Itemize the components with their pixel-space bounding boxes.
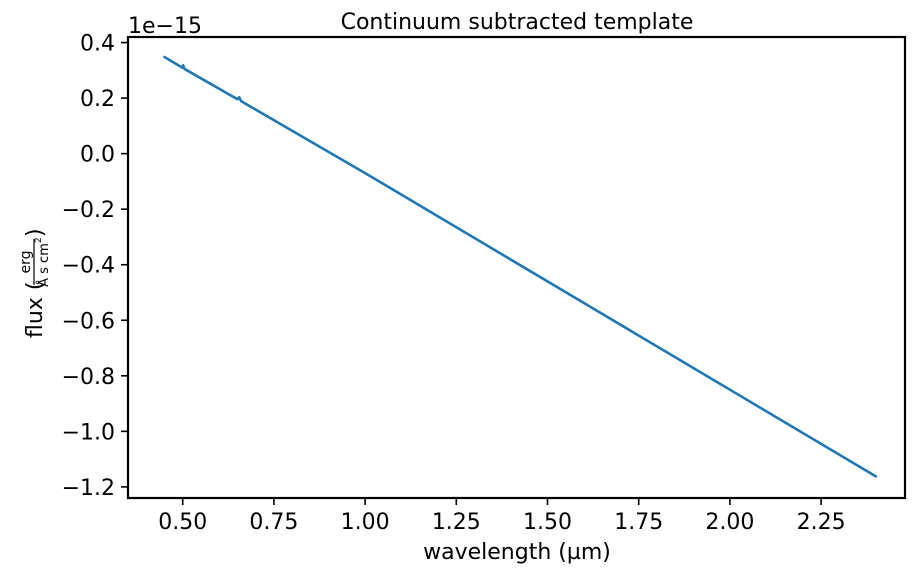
x-tick-label: 0.75 — [249, 510, 298, 535]
chart-title: Continuum subtracted template — [341, 10, 694, 35]
y-tick-label: −0.4 — [62, 254, 115, 279]
y-axis-label: flux ( erg Å s cm 2 ) — [18, 228, 52, 338]
series-line — [163, 55, 878, 478]
x-axis: 0.50 0.75 1.00 1.25 1.50 1.75 2.00 2.25 — [158, 498, 846, 535]
x-tick-label: 1.25 — [432, 510, 481, 535]
x-axis-label: wavelength (µm) — [423, 540, 611, 565]
y-tick-label: 0.4 — [80, 32, 115, 57]
x-tick-label: 0.50 — [158, 510, 207, 535]
y-tick-label: −1.0 — [62, 420, 115, 445]
y-axis-label-exponent: 2 — [34, 237, 44, 243]
x-tick-label: 2.25 — [797, 510, 846, 535]
y-tick-label: −0.2 — [62, 198, 115, 223]
y-tick-label: −1.2 — [62, 476, 115, 501]
plot-area — [126, 35, 907, 500]
y-axis-label-prefix: flux ( — [23, 282, 48, 338]
plot-frame — [126, 35, 907, 500]
y-tick-label: −0.8 — [62, 365, 115, 390]
y-axis-label-suffix: ) — [23, 228, 48, 237]
x-tick-label: 1.50 — [523, 510, 572, 535]
y-axis-label-numerator: erg — [18, 250, 34, 273]
y-axis: 0.4 0.2 0.0 −0.2 −0.4 −0.6 −0.8 −1.0 −1.2 — [62, 32, 128, 501]
x-tick-label: 1.00 — [341, 510, 390, 535]
y-tick-label: 0.2 — [80, 87, 115, 112]
x-tick-label: 2.00 — [705, 510, 754, 535]
x-tick-label: 1.75 — [614, 510, 663, 535]
y-axis-label-denominator: Å s cm — [36, 243, 52, 287]
y-tick-label: −0.6 — [62, 309, 115, 334]
y-tick-label: 0.0 — [80, 143, 115, 168]
y-offset-label: 1e−15 — [128, 14, 202, 39]
